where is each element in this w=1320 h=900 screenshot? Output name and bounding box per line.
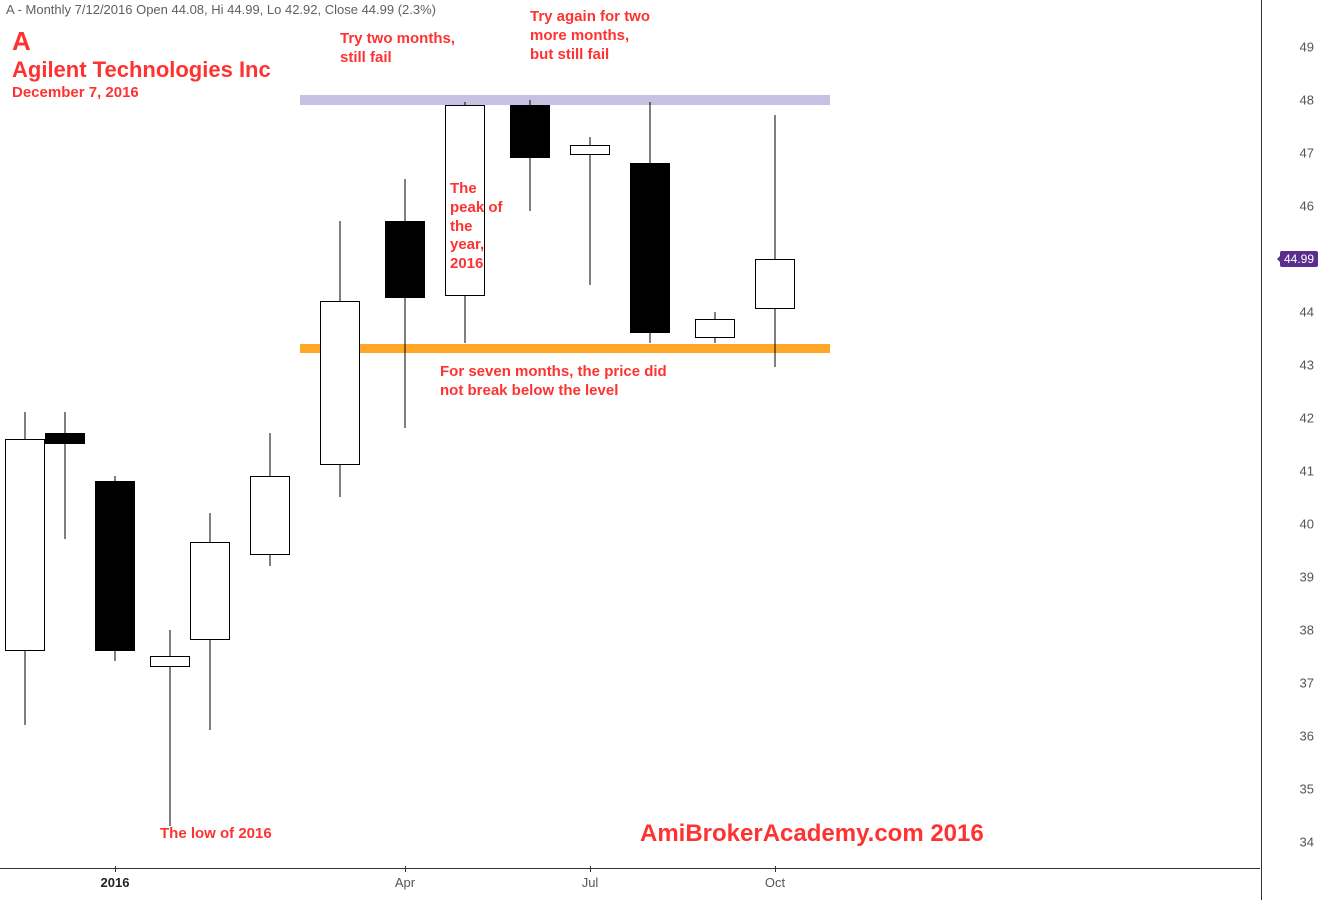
ticker-symbol: A — [12, 25, 31, 58]
x-tick: Jul — [582, 875, 599, 890]
chart-plot-area[interactable] — [0, 20, 1260, 869]
chart-date: December 7, 2016 — [12, 84, 139, 103]
y-tick: 42 — [1300, 410, 1314, 425]
y-tick: 41 — [1300, 463, 1314, 478]
last-price-tag: 44.99 — [1280, 251, 1318, 267]
y-tick: 38 — [1300, 622, 1314, 637]
candlestick — [190, 513, 230, 730]
candlestick — [320, 221, 360, 497]
y-axis: 3435363738394041424344454647484944.99 — [1261, 0, 1320, 900]
y-tick: 43 — [1300, 357, 1314, 372]
y-tick: 40 — [1300, 516, 1314, 531]
y-tick: 37 — [1300, 675, 1314, 690]
annotation-support: For seven months, the price did not brea… — [440, 363, 667, 401]
candlestick — [45, 412, 85, 539]
x-tick: 2016 — [101, 875, 130, 890]
annotation-try-again: Try again for two more months, but still… — [530, 8, 650, 64]
watermark: AmiBrokerAcademy.com 2016 — [640, 820, 984, 848]
candlestick — [385, 179, 425, 428]
candlestick — [95, 476, 135, 662]
y-tick: 49 — [1300, 39, 1314, 54]
y-tick: 47 — [1300, 145, 1314, 160]
candlestick — [5, 412, 45, 725]
chart-container: A - Monthly 7/12/2016 Open 44.08, Hi 44.… — [0, 0, 1320, 900]
y-tick: 35 — [1300, 781, 1314, 796]
candlestick — [755, 115, 795, 367]
y-tick: 36 — [1300, 728, 1314, 743]
chart-header: A - Monthly 7/12/2016 Open 44.08, Hi 44.… — [6, 2, 436, 17]
candlestick — [150, 630, 190, 826]
candlestick — [570, 137, 610, 285]
horizontal-level — [300, 344, 830, 353]
annotation-peak: The peak of the year, 2016 — [450, 180, 503, 274]
company-name: Agilent Technologies Inc — [12, 56, 271, 84]
annotation-low: The low of 2016 — [160, 825, 272, 844]
candlestick — [250, 433, 290, 566]
candlestick — [695, 312, 735, 344]
y-tick: 44 — [1300, 304, 1314, 319]
y-tick: 46 — [1300, 198, 1314, 213]
y-tick: 48 — [1300, 92, 1314, 107]
candlestick — [510, 100, 550, 211]
y-tick: 34 — [1300, 834, 1314, 849]
candlestick — [630, 102, 670, 343]
y-tick: 39 — [1300, 569, 1314, 584]
x-axis: 2016 Apr Jul Oct — [0, 868, 1260, 900]
horizontal-level — [300, 95, 830, 105]
x-tick: Oct — [765, 875, 785, 890]
x-tick: Apr — [395, 875, 415, 890]
annotation-try-two: Try two months, still fail — [340, 30, 455, 68]
